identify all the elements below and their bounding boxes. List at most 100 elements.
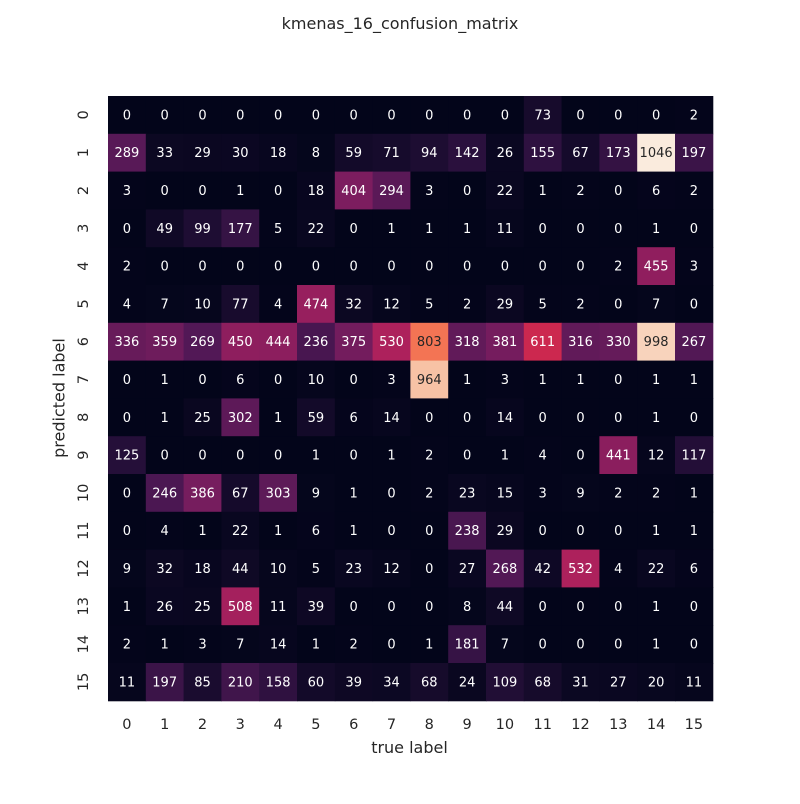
cell-value-label: 177 <box>228 222 253 237</box>
heatmap-cell <box>145 474 185 513</box>
heatmap-cell <box>599 625 638 664</box>
cell-value-label: 316 <box>568 335 593 350</box>
cell-value-label: 0 <box>614 411 622 426</box>
cell-value-label: 5 <box>425 297 433 312</box>
cell-value-label: 1 <box>198 524 206 539</box>
heatmap-cell <box>334 398 374 437</box>
cell-value-label: 22 <box>232 524 249 539</box>
heatmap-cell <box>637 247 676 286</box>
heatmap-cell <box>334 436 374 475</box>
heatmap-cell <box>145 549 185 588</box>
cell-value-label: 0 <box>576 449 584 464</box>
cell-value-label: 1 <box>123 600 131 615</box>
cell-value-label: 0 <box>161 108 169 123</box>
cell-value-label: 0 <box>539 222 547 237</box>
cell-value-label: 1 <box>652 411 660 426</box>
y-tick-label: 0 <box>76 110 92 119</box>
x-tick-label: 4 <box>273 717 282 733</box>
cell-value-label: 269 <box>190 335 215 350</box>
heatmap-cell <box>297 209 336 248</box>
cell-value-label: 30 <box>232 146 249 161</box>
cell-value-label: 0 <box>614 524 622 539</box>
heatmap-cell <box>410 360 449 399</box>
heatmap-cell <box>675 511 714 551</box>
cell-value-label: 2 <box>690 184 698 199</box>
heatmap-cell <box>486 625 525 664</box>
heatmap-cell <box>637 171 676 210</box>
heatmap-cell <box>486 209 525 248</box>
cell-value-label: 94 <box>421 146 438 161</box>
heatmap-cell <box>108 360 147 399</box>
heatmap-cell <box>523 133 563 173</box>
heatmap-cell <box>637 587 676 626</box>
heatmap-cell <box>561 360 600 399</box>
heatmap-cell <box>221 663 260 702</box>
cell-value-label: 1 <box>161 411 169 426</box>
heatmap-cell <box>675 133 714 173</box>
cell-value-label: 39 <box>345 675 362 690</box>
cell-value-label: 303 <box>266 486 291 501</box>
heatmap-cell <box>108 171 147 210</box>
cell-value-label: 23 <box>459 486 476 501</box>
cell-value-label: 0 <box>123 524 131 539</box>
heatmap-cell <box>145 96 185 135</box>
y-tick-label: 1 <box>76 148 92 157</box>
x-tick-label: 10 <box>496 717 514 733</box>
cell-value-label: 0 <box>274 449 282 464</box>
cell-value-label: 29 <box>497 524 514 539</box>
cell-value-label: 1 <box>161 638 169 653</box>
cell-value-label: 1 <box>274 411 282 426</box>
heatmap-cell <box>599 663 638 702</box>
cell-value-label: 155 <box>530 146 555 161</box>
heatmap-cell <box>523 663 563 702</box>
heatmap-cell <box>108 247 147 286</box>
cell-value-label: 12 <box>383 562 400 577</box>
cell-value-label: 2 <box>123 260 131 275</box>
cell-value-label: 1 <box>501 449 509 464</box>
heatmap-cell <box>486 587 525 626</box>
cell-value-label: 330 <box>606 335 631 350</box>
cell-value-label: 0 <box>463 411 471 426</box>
heatmap-cell <box>599 171 638 210</box>
heatmap-cell <box>410 474 449 513</box>
cell-value-label: 0 <box>274 108 282 123</box>
cell-value-label: 0 <box>425 524 433 539</box>
heatmap-cell <box>523 247 563 286</box>
cell-value-label: 294 <box>379 184 404 199</box>
cell-value-label: 0 <box>236 260 244 275</box>
heatmap-cell <box>448 511 487 551</box>
cell-value-label: 1 <box>425 638 433 653</box>
cell-value-label: 4 <box>161 524 169 539</box>
heatmap-cell <box>297 133 336 173</box>
cell-value-label: 25 <box>194 600 211 615</box>
cell-value-label: 1 <box>350 486 358 501</box>
cell-value-label: 2 <box>614 486 622 501</box>
heatmap-cell <box>108 663 147 702</box>
heatmap-cell <box>297 322 336 362</box>
heatmap-cell <box>599 209 638 248</box>
heatmap-cell <box>561 436 600 475</box>
cell-value-label: 0 <box>576 108 584 123</box>
cell-value-label: 22 <box>648 562 665 577</box>
cell-value-label: 29 <box>194 146 211 161</box>
cell-value-label: 0 <box>463 449 471 464</box>
heatmap-cell <box>334 322 374 362</box>
heatmap-cell <box>372 209 411 248</box>
heatmap-cell <box>108 133 147 173</box>
cell-value-label: 0 <box>539 260 547 275</box>
cell-value-label: 386 <box>190 486 215 501</box>
cell-value-label: 0 <box>425 411 433 426</box>
heatmap-cell <box>297 398 336 437</box>
x-tick-label: 14 <box>647 717 665 733</box>
heatmap-cell <box>448 322 487 362</box>
cell-value-label: 3 <box>123 184 131 199</box>
heatmap-cell <box>259 398 298 437</box>
heatmap-cell <box>523 209 563 248</box>
heatmap-cell <box>637 511 676 551</box>
heatmap-cell <box>297 549 336 588</box>
heatmap-cell <box>637 360 676 399</box>
cell-value-label: 44 <box>232 562 249 577</box>
cell-value-label: 27 <box>459 562 476 577</box>
heatmap-cell <box>108 474 147 513</box>
